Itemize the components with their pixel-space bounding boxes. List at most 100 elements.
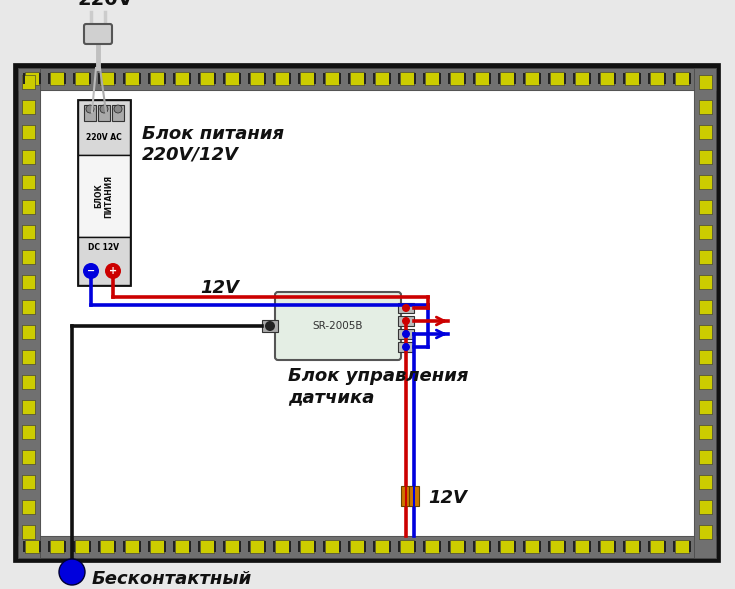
Bar [164, 73, 166, 84]
Bar [623, 73, 625, 84]
Bar [289, 73, 291, 84]
Bar [25, 540, 39, 553]
Bar [200, 72, 214, 85]
Bar [699, 75, 712, 89]
Bar [525, 540, 539, 553]
Bar [423, 541, 425, 552]
Bar [398, 329, 414, 339]
Circle shape [105, 263, 121, 279]
Bar [200, 540, 214, 553]
Bar [498, 541, 500, 552]
Bar [699, 375, 712, 389]
Bar [150, 72, 164, 85]
Bar [614, 73, 616, 84]
Bar [398, 316, 414, 326]
Bar [48, 73, 50, 84]
Bar [514, 73, 516, 84]
Bar [699, 175, 712, 189]
Bar [78, 100, 130, 285]
Bar [401, 486, 411, 506]
Bar [23, 541, 25, 552]
Bar [548, 73, 550, 84]
Bar [699, 225, 712, 239]
Bar [50, 540, 64, 553]
FancyBboxPatch shape [275, 292, 401, 360]
Bar [262, 320, 278, 332]
Bar [39, 541, 41, 552]
Text: 220V: 220V [78, 0, 134, 9]
Bar [73, 541, 75, 552]
Bar [78, 237, 130, 285]
Bar [214, 541, 216, 552]
Text: 12V: 12V [428, 489, 467, 507]
Bar [375, 540, 389, 553]
Bar [123, 541, 125, 552]
Bar [523, 73, 525, 84]
Bar [22, 75, 35, 89]
Bar [114, 73, 116, 84]
Circle shape [114, 105, 122, 113]
Bar [439, 73, 441, 84]
Bar [239, 541, 241, 552]
Bar [189, 541, 191, 552]
Bar [564, 541, 566, 552]
Bar [173, 541, 175, 552]
Bar [639, 541, 641, 552]
Bar [325, 72, 339, 85]
Bar [598, 541, 600, 552]
Bar [699, 525, 712, 539]
Circle shape [59, 559, 85, 585]
Bar [198, 541, 200, 552]
Bar [223, 541, 225, 552]
Bar [589, 541, 591, 552]
Text: Бесконтактный
датчик: Бесконтактный датчик [92, 570, 252, 589]
Bar [139, 73, 141, 84]
Bar [39, 73, 41, 84]
Bar [100, 72, 114, 85]
Bar [664, 541, 666, 552]
Bar [22, 425, 35, 439]
Text: SR-2005B: SR-2005B [313, 321, 363, 331]
Bar [464, 73, 466, 84]
Bar [350, 540, 364, 553]
Bar [648, 73, 650, 84]
Bar [448, 541, 450, 552]
Bar [699, 450, 712, 464]
Bar [75, 540, 89, 553]
Bar [273, 541, 275, 552]
Bar [98, 73, 100, 84]
Bar [175, 540, 189, 553]
Circle shape [86, 105, 94, 113]
Bar [600, 72, 614, 85]
Bar [699, 100, 712, 114]
Bar [148, 73, 150, 84]
Bar [373, 73, 375, 84]
Bar [22, 200, 35, 214]
Bar [475, 540, 489, 553]
Bar [300, 540, 314, 553]
Bar [514, 541, 516, 552]
Bar [139, 541, 141, 552]
Bar [239, 73, 241, 84]
Text: DC 12V: DC 12V [88, 243, 120, 252]
Bar [699, 200, 712, 214]
Bar [623, 541, 625, 552]
Bar [539, 541, 541, 552]
Bar [689, 73, 691, 84]
Bar [675, 72, 689, 85]
Bar [298, 73, 300, 84]
Bar [18, 68, 716, 90]
Bar [248, 73, 250, 84]
Bar [18, 68, 716, 558]
Bar [673, 541, 675, 552]
Bar [22, 100, 35, 114]
Bar [22, 325, 35, 339]
Circle shape [402, 330, 410, 338]
Bar [89, 73, 91, 84]
Bar [125, 72, 139, 85]
Bar [675, 540, 689, 553]
Bar [498, 73, 500, 84]
Bar [314, 73, 316, 84]
Bar [523, 541, 525, 552]
Bar [250, 72, 264, 85]
